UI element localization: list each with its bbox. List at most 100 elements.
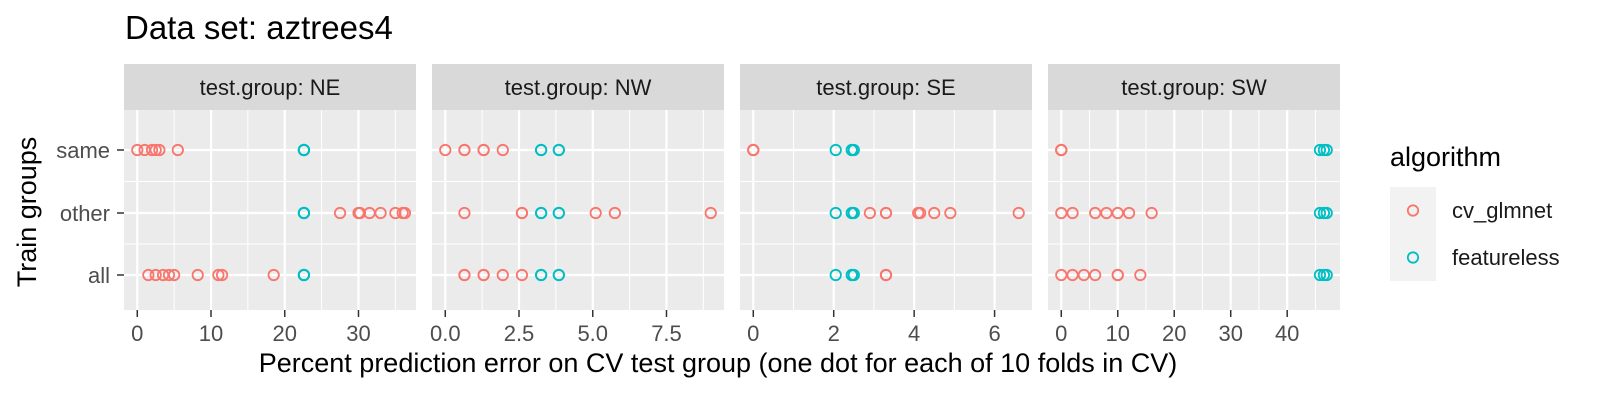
facet-strip xyxy=(432,64,724,110)
data-point xyxy=(515,268,529,282)
chart-title: Data set: aztrees4 xyxy=(125,9,393,46)
y-axis-label: Train groups xyxy=(12,137,42,288)
legend-symbol xyxy=(1406,251,1420,264)
facet-strip-label: test.group: NW xyxy=(505,75,652,100)
x-tick-label: 20 xyxy=(1162,321,1186,346)
data-point xyxy=(535,268,548,282)
data-point xyxy=(1089,268,1102,282)
data-point xyxy=(477,268,490,282)
data-point xyxy=(149,268,162,282)
facet-strip xyxy=(1048,64,1340,110)
data-point xyxy=(552,206,565,220)
data-point xyxy=(1313,143,1327,157)
legend-label: featureless xyxy=(1452,245,1560,270)
x-tick-label: 5.0 xyxy=(577,321,608,346)
data-point xyxy=(1134,268,1147,282)
legend-entries: cv_glmnet featureless xyxy=(1390,187,1560,281)
data-point xyxy=(398,206,412,220)
data-point xyxy=(496,143,509,157)
data-point xyxy=(1122,206,1136,220)
data-point xyxy=(458,143,471,157)
data-point xyxy=(168,268,181,282)
data-point xyxy=(552,268,565,282)
data-point xyxy=(149,143,162,157)
data-point xyxy=(297,206,311,220)
x-tick-label: 10 xyxy=(199,321,223,346)
facet-panel: test.group: NE 0 10 20 30 xyxy=(124,64,416,346)
data-point xyxy=(439,143,452,157)
data-point xyxy=(1145,206,1158,220)
data-point xyxy=(515,206,529,220)
data-point xyxy=(863,206,877,220)
legend-title: algorithm xyxy=(1390,142,1501,172)
x-tick-label: 6 xyxy=(988,321,1000,346)
legend-symbol xyxy=(1406,204,1420,217)
x-tick-label: 20 xyxy=(273,321,297,346)
panel-background xyxy=(1048,110,1340,310)
data-point xyxy=(496,268,509,282)
data-point xyxy=(829,268,842,282)
facet-panel: test.group: SW 0 10 20 30 40 xyxy=(1048,64,1340,346)
data-point xyxy=(914,206,927,220)
data-point xyxy=(458,268,471,282)
data-point xyxy=(1055,143,1068,157)
data-point xyxy=(944,206,957,220)
x-tick-label: 0 xyxy=(131,321,143,346)
data-point xyxy=(608,206,621,220)
data-point xyxy=(142,268,155,282)
facet-strip-label: test.group: SE xyxy=(816,75,955,100)
x-tick-label: 0 xyxy=(1055,321,1067,346)
data-point xyxy=(131,143,144,157)
x-axis-label: Percent prediction error on CV test grou… xyxy=(259,348,1178,378)
x-tick-label: 30 xyxy=(1218,321,1242,346)
data-point xyxy=(1320,143,1333,157)
panel-background xyxy=(124,110,416,310)
x-tick-label: 10 xyxy=(1106,321,1130,346)
data-point xyxy=(215,268,229,282)
data-point xyxy=(1313,206,1327,220)
data-point xyxy=(829,206,842,220)
data-point xyxy=(162,268,176,282)
panel-background xyxy=(432,110,724,310)
facet-panel: test.group: NW 0.0 2.5 5.0 7.5 xyxy=(430,64,724,346)
facet-strip xyxy=(740,64,1032,110)
legend-key xyxy=(1390,187,1436,234)
x-tick-label: 7.5 xyxy=(651,321,682,346)
data-point xyxy=(535,206,548,220)
data-point xyxy=(1066,206,1079,220)
data-point xyxy=(333,206,347,220)
data-point xyxy=(879,206,893,220)
y-tick-label: same xyxy=(56,138,110,163)
data-point xyxy=(297,268,311,282)
data-point xyxy=(704,206,717,220)
legend: algorithm cv_glmnet featureless xyxy=(1390,142,1560,281)
y-tick-label: other xyxy=(60,201,110,226)
data-point xyxy=(879,268,893,282)
facet-strip xyxy=(124,64,416,110)
x-tick-label: 2 xyxy=(828,321,840,346)
data-point xyxy=(1320,206,1333,220)
x-tick-label: 4 xyxy=(908,321,920,346)
data-point xyxy=(171,143,184,157)
x-tick-label: 40 xyxy=(1275,321,1299,346)
facet-panel: test.group: SE 0 2 4 6 xyxy=(740,64,1032,346)
data-point xyxy=(191,268,204,282)
legend-label: cv_glmnet xyxy=(1452,198,1552,223)
facet-strip-label: test.group: SW xyxy=(1121,75,1267,100)
data-point xyxy=(747,143,760,157)
data-point xyxy=(847,206,860,220)
data-point xyxy=(552,143,565,157)
data-point xyxy=(1320,268,1333,282)
data-point xyxy=(1111,268,1124,282)
x-tick-label: 0 xyxy=(747,321,759,346)
data-point xyxy=(928,206,941,220)
x-tick-label: 2.5 xyxy=(504,321,535,346)
data-point xyxy=(1012,206,1025,220)
y-tick-label: all xyxy=(88,263,110,288)
panel-background xyxy=(740,110,1032,310)
data-point xyxy=(477,143,490,157)
data-point xyxy=(829,143,842,157)
